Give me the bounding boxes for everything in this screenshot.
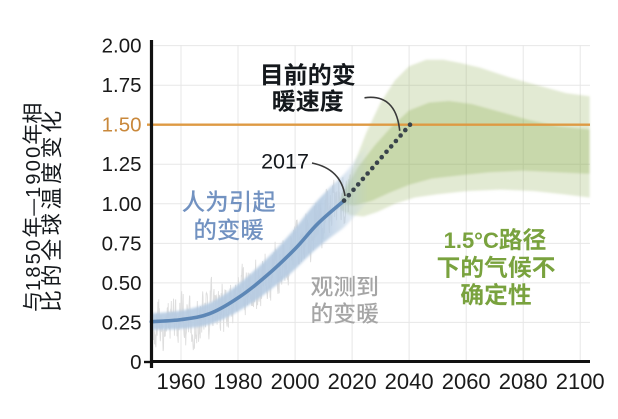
svg-text:0: 0 bbox=[130, 351, 141, 374]
svg-text:1850: 1850 bbox=[23, 238, 45, 291]
svg-text:0.50: 0.50 bbox=[102, 272, 142, 295]
svg-text:2020: 2020 bbox=[328, 369, 377, 394]
svg-text:2040: 2040 bbox=[385, 369, 434, 394]
svg-text:1960: 1960 bbox=[157, 369, 206, 394]
svg-text:1900: 1900 bbox=[23, 145, 45, 198]
svg-text:2060: 2060 bbox=[442, 369, 491, 394]
svg-text:1.50: 1.50 bbox=[102, 114, 142, 137]
svg-text:2000: 2000 bbox=[271, 369, 320, 394]
svg-text:2017: 2017 bbox=[261, 150, 309, 174]
svg-text:1.00: 1.00 bbox=[102, 193, 142, 216]
svg-text:1.25: 1.25 bbox=[102, 153, 142, 176]
svg-text:1.75: 1.75 bbox=[102, 74, 142, 97]
svg-text:2080: 2080 bbox=[499, 369, 548, 394]
svg-text:0.25: 0.25 bbox=[102, 311, 142, 334]
svg-text:1980: 1980 bbox=[214, 369, 263, 394]
svg-text:2.00: 2.00 bbox=[102, 35, 142, 58]
svg-text:1.5°C: 1.5°C bbox=[444, 228, 499, 253]
svg-text:2100: 2100 bbox=[556, 369, 605, 394]
svg-text:0.75: 0.75 bbox=[102, 232, 142, 255]
